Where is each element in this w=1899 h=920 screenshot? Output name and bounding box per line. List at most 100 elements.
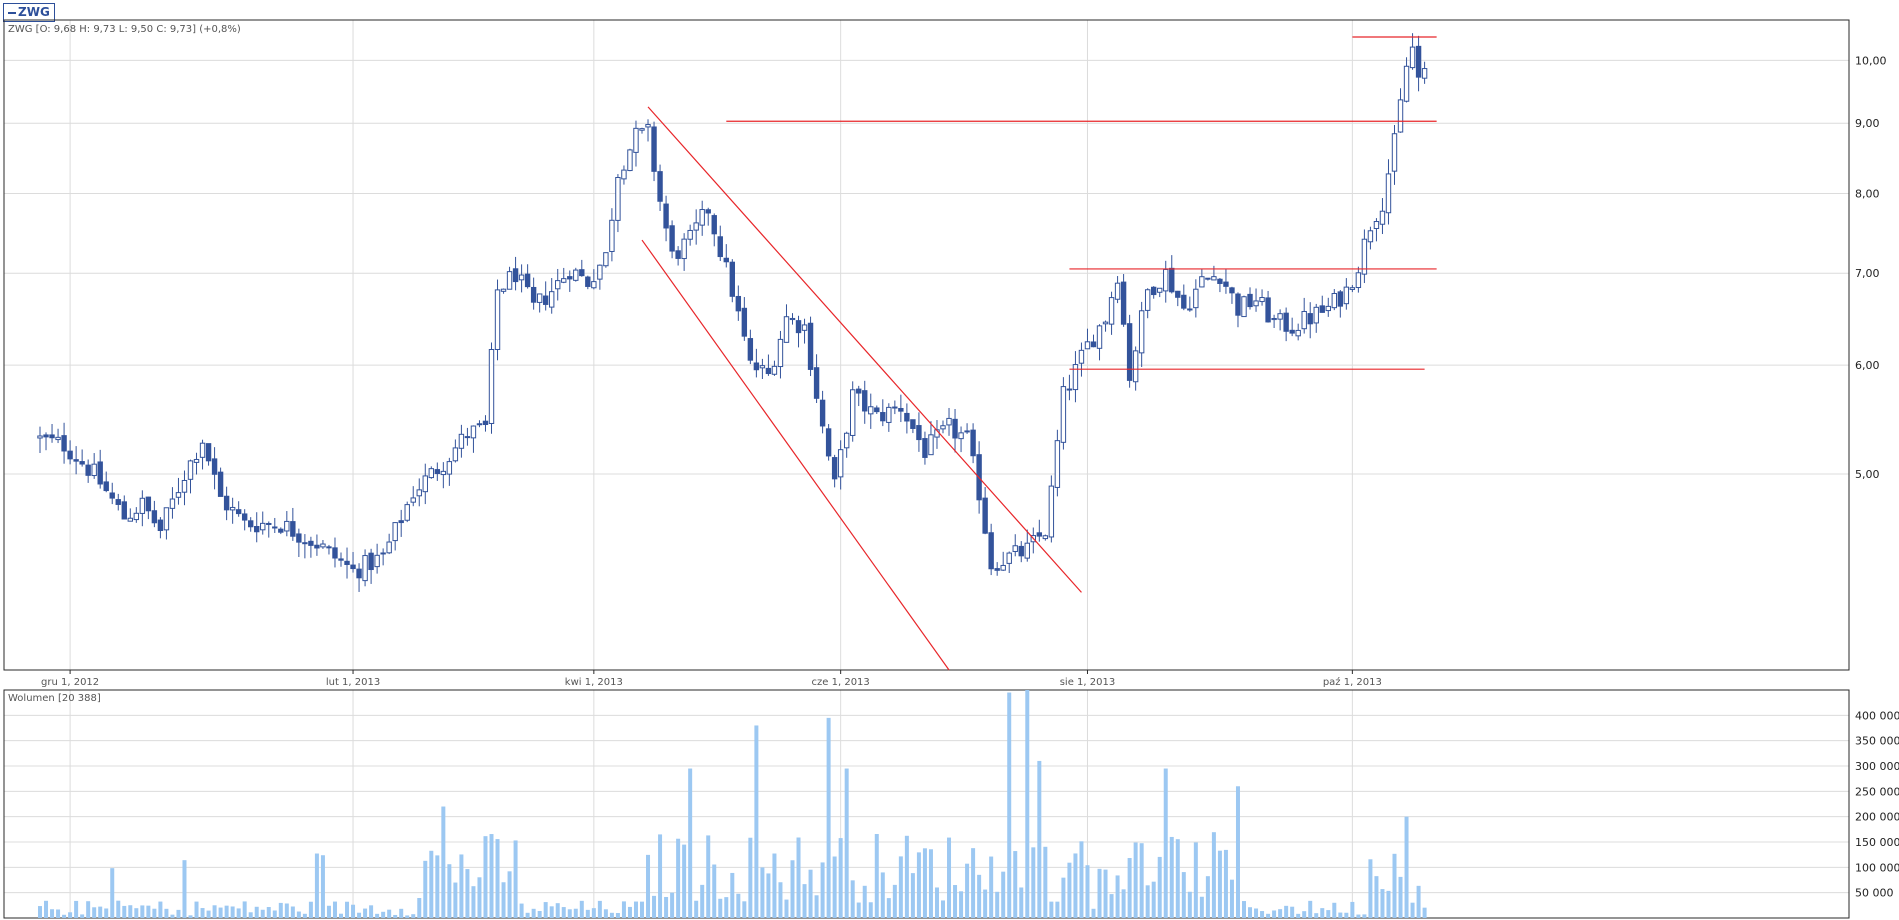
volume-bar xyxy=(1157,856,1162,918)
candle xyxy=(1138,301,1145,367)
volume-bar xyxy=(128,905,133,918)
candle xyxy=(1277,309,1283,331)
candle xyxy=(254,512,260,543)
candle xyxy=(868,393,874,429)
candle-body xyxy=(392,522,398,542)
volume-bar xyxy=(537,911,542,918)
volume-bar xyxy=(206,910,211,918)
candle xyxy=(374,543,380,574)
candle xyxy=(1072,351,1079,403)
volume-bar xyxy=(320,855,325,918)
candle-body xyxy=(205,443,212,462)
candle xyxy=(1229,286,1235,304)
candle-body xyxy=(1096,325,1103,349)
candle xyxy=(651,121,657,182)
candle xyxy=(1331,289,1337,311)
candle xyxy=(1096,324,1103,361)
ticker-tag[interactable]: ZWG xyxy=(3,3,55,22)
candle-body xyxy=(1175,290,1181,298)
candle-body xyxy=(1349,287,1356,290)
candle-body xyxy=(970,429,976,457)
volume-bar xyxy=(658,834,663,918)
candle-body xyxy=(67,450,73,460)
volume-bar xyxy=(1013,851,1018,918)
volume-bar xyxy=(513,840,518,918)
volume-bar xyxy=(1163,768,1168,918)
candle xyxy=(302,534,308,559)
volume-bar xyxy=(429,850,434,918)
volume-tick-label: 300 000 xyxy=(1855,760,1899,773)
volume-bar xyxy=(104,908,109,918)
volume-bar xyxy=(1368,859,1373,918)
candle-body xyxy=(946,417,952,426)
candle xyxy=(729,259,735,303)
candle-body xyxy=(1072,364,1079,391)
candle-body xyxy=(127,517,134,522)
candle xyxy=(488,342,495,434)
candle-body xyxy=(723,257,729,263)
candle xyxy=(958,426,964,453)
volume-bar xyxy=(248,912,253,918)
volume-bar xyxy=(778,882,783,918)
candle xyxy=(1301,297,1307,334)
volume-bar xyxy=(555,903,560,918)
candle-body xyxy=(223,495,230,511)
volume-bar xyxy=(411,914,416,918)
candle xyxy=(777,330,784,379)
candle-body xyxy=(410,497,416,503)
candle xyxy=(639,127,645,134)
volume-bar xyxy=(1031,847,1036,918)
candle xyxy=(1355,266,1362,293)
candle xyxy=(404,501,410,523)
candle xyxy=(1307,302,1313,339)
candle-body xyxy=(344,560,350,565)
candle-body xyxy=(500,288,507,292)
volume-bar xyxy=(1374,876,1379,918)
candle-body xyxy=(1024,542,1030,559)
candle xyxy=(338,552,344,567)
candle-body xyxy=(284,520,290,532)
time-tick-label: paź 1, 2013 xyxy=(1323,676,1382,688)
candle-body xyxy=(988,532,994,570)
volume-bar xyxy=(573,908,578,918)
candle-body xyxy=(597,264,603,280)
candle xyxy=(1367,226,1374,250)
volume-bar xyxy=(694,900,699,918)
candle-body xyxy=(874,407,880,413)
volume-bar xyxy=(332,901,337,918)
candle xyxy=(308,536,314,558)
candle xyxy=(127,508,134,522)
volume-tick-label: 350 000 xyxy=(1855,735,1899,748)
candle-body xyxy=(536,293,543,303)
candle xyxy=(699,200,705,236)
volume-bar xyxy=(989,856,994,918)
candle xyxy=(356,563,362,592)
volume-bar xyxy=(272,910,277,918)
volume-bar xyxy=(790,860,795,918)
candle xyxy=(1126,314,1133,388)
volume-bar xyxy=(134,908,139,918)
volume-bar xyxy=(1169,836,1174,918)
volume-bar xyxy=(531,908,536,918)
candle-body xyxy=(1126,323,1133,381)
candle xyxy=(1054,429,1061,497)
candle-body xyxy=(356,568,362,579)
candle xyxy=(964,423,970,434)
volume-bar xyxy=(742,901,747,918)
volume-bar xyxy=(766,873,771,918)
candle-body xyxy=(928,434,934,456)
candle-body xyxy=(717,236,723,258)
candle xyxy=(326,544,332,555)
candle xyxy=(500,288,507,294)
candle xyxy=(1102,320,1109,332)
candle-body xyxy=(374,554,380,568)
candle-body xyxy=(199,442,206,458)
candle xyxy=(1048,475,1055,543)
volume-bar xyxy=(543,902,548,918)
candle-body xyxy=(765,367,772,375)
candle-body xyxy=(591,281,597,289)
candle xyxy=(272,517,278,533)
ticker-tag-label: ZWG xyxy=(18,5,50,19)
price-grid xyxy=(4,20,1849,670)
volume-bar xyxy=(1350,901,1355,918)
